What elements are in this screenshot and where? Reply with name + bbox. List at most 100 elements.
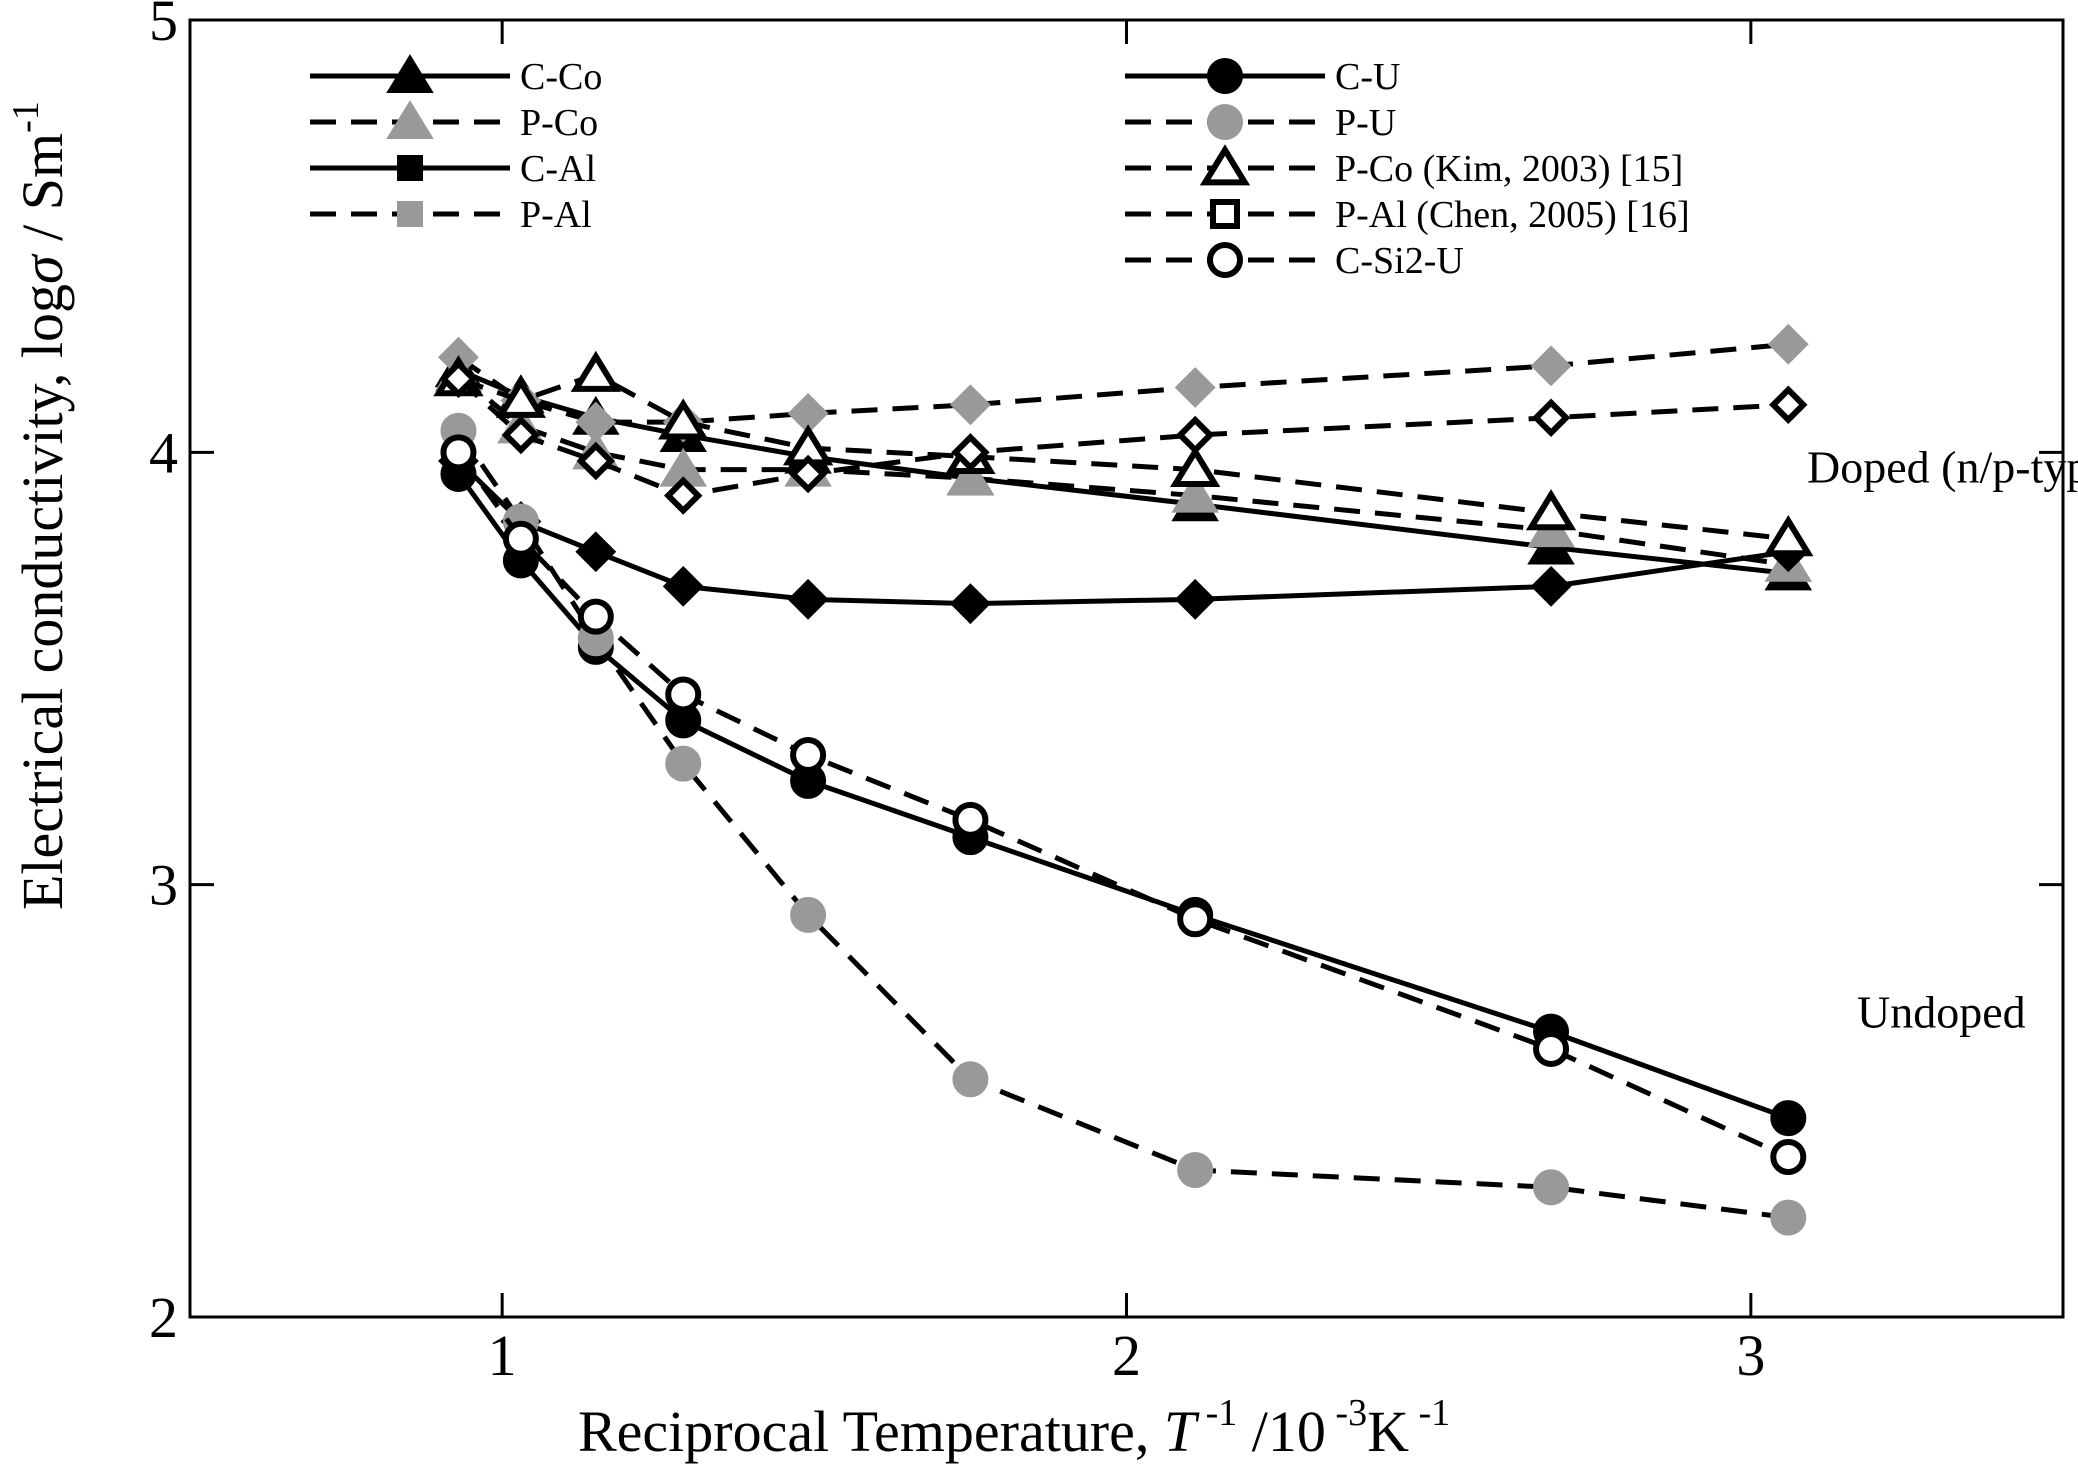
legend-item: C-Co	[310, 54, 602, 98]
legend-item: P-U	[1125, 102, 1396, 144]
legend-item: C-Al	[310, 148, 596, 190]
data-point	[1530, 345, 1572, 387]
data-point	[946, 456, 995, 496]
data-point	[950, 583, 991, 625]
data-point	[495, 376, 547, 418]
legend-label: C-Al	[520, 148, 596, 190]
data-point	[1769, 385, 1808, 425]
legend-marker	[1199, 144, 1251, 186]
series-p-al	[438, 323, 1809, 443]
legend-label: P-Al	[520, 194, 592, 236]
x-axis-title-unit-b-sup: -1	[1409, 1392, 1450, 1434]
legend: C-CoP-CoC-AlP-Al C-UP-UP-Co (Kim, 2003) […	[310, 54, 1690, 282]
legend-label: C-U	[1335, 56, 1400, 98]
data-point	[1763, 515, 1814, 557]
legend-label: P-Co (Kim, 2003) [15]	[1335, 148, 1683, 190]
data-point	[439, 359, 478, 399]
legend-label: P-Al (Chen, 2005) [16]	[1335, 194, 1690, 236]
annotation-undoped: Undoped	[1857, 986, 2026, 1037]
data-point	[663, 476, 703, 515]
series-line	[456, 472, 1790, 1121]
legend-label: C-Co	[520, 56, 602, 98]
x-tick-label: 2	[1112, 1323, 1141, 1388]
data-point	[658, 398, 709, 440]
x-axis-title-var: T	[1164, 1399, 1200, 1464]
legend-item: P-Al	[310, 194, 592, 236]
x-axis-title-var-sup: -1	[1196, 1392, 1237, 1434]
series-p-al-chen-2005-16	[439, 359, 1808, 515]
series-c-al	[438, 440, 1809, 625]
data-point	[576, 441, 616, 481]
series-line	[457, 367, 1789, 576]
legend-marker	[1207, 104, 1243, 140]
y-tick-label: 5	[149, 0, 178, 53]
legend-marker	[386, 100, 434, 139]
data-point	[575, 531, 617, 573]
data-point	[662, 565, 704, 607]
y-axis-title-unit-sup: -1	[5, 101, 47, 133]
legend-marker	[397, 201, 423, 227]
legend-label: C-Si2-U	[1335, 240, 1464, 282]
data-point	[1533, 1030, 1570, 1067]
data-point	[440, 434, 477, 471]
series-line	[457, 341, 1789, 425]
data-point	[788, 454, 828, 494]
data-point	[787, 578, 829, 620]
legend-label: P-U	[1335, 102, 1396, 144]
y-axis-title-var: σ	[10, 253, 75, 284]
data-point	[1533, 1169, 1570, 1206]
series-c-si2-u	[440, 434, 1807, 1176]
legend-item: C-U	[1125, 56, 1400, 98]
data-point	[1177, 901, 1214, 938]
axis-layer: 1 2 3 2 3 4 5	[149, 0, 2065, 1388]
data-point	[570, 350, 621, 392]
data-point	[1174, 578, 1216, 620]
y-tick-label: 4	[149, 420, 178, 485]
series-c-u	[440, 455, 1807, 1137]
data-point	[952, 801, 989, 838]
annotation-doped: Doped (n/p-type)	[1807, 442, 2078, 493]
legend-item: P-Co	[310, 100, 598, 144]
series-line	[456, 459, 1789, 607]
data-point	[790, 736, 827, 773]
series-line	[456, 429, 1789, 1221]
data-point	[501, 415, 541, 455]
data-point	[790, 896, 827, 933]
data-point	[575, 401, 617, 443]
series-line	[457, 372, 1789, 542]
data-point	[1525, 489, 1577, 531]
y-axis-title-unit: / Sm	[10, 133, 75, 256]
x-tick-label: 3	[1736, 1323, 1765, 1388]
legend-item: C-Si2-U	[1125, 240, 1464, 282]
x-axis-title: Reciprocal Temperature, T -1 /10 -3K -1	[578, 1392, 1450, 1464]
data-point	[577, 598, 614, 635]
data-point	[1770, 1100, 1807, 1137]
series-line	[456, 450, 1790, 1160]
data-point	[665, 745, 702, 782]
data-point	[502, 520, 539, 557]
plot-layer	[433, 323, 1814, 1236]
y-axis-title-prefix: Electrical conductivity, log	[10, 284, 75, 910]
x-tick-label: 1	[488, 1323, 517, 1388]
legend-marker	[1210, 199, 1240, 229]
data-point	[1770, 1139, 1807, 1176]
y-tick-label: 2	[149, 1285, 178, 1350]
x-axis-title-unit-a-sup: -3	[1326, 1392, 1367, 1434]
x-axis-title-unit-a: /10	[1237, 1399, 1326, 1464]
data-point	[1767, 323, 1809, 365]
series-p-co	[434, 352, 1813, 582]
legend-marker	[397, 155, 423, 181]
data-point	[1531, 398, 1571, 437]
x-axis-title-unit-b: K	[1367, 1399, 1409, 1464]
legend-item: P-Al (Chen, 2005) [16]	[1125, 194, 1690, 236]
data-point	[1177, 1152, 1214, 1189]
legend-marker	[1207, 242, 1243, 278]
legend-item: P-Co (Kim, 2003) [15]	[1125, 144, 1683, 190]
legend-marker	[386, 54, 434, 93]
x-axis-title-prefix: Reciprocal Temperature,	[578, 1399, 1164, 1464]
data-point	[1171, 473, 1219, 513]
series-c-co	[434, 348, 1813, 591]
series-line	[456, 372, 1789, 568]
data-point	[1175, 415, 1215, 455]
